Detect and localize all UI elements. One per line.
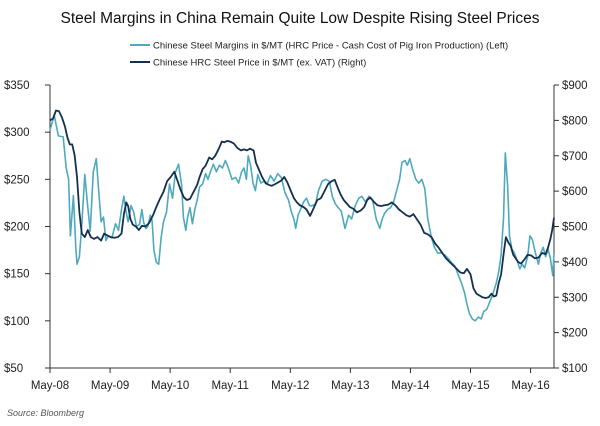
- x-tick-label: May-10: [151, 380, 189, 392]
- right-y-axis-ticks: $100 $200 $300 $400 $500 $600 $700 $800 $900: [554, 80, 588, 375]
- left-y-tick-label: $50: [4, 363, 23, 375]
- legend: Chinese Steel Margins in $/MT (HRC Price…: [130, 41, 508, 69]
- right-y-tick-label: $900: [562, 80, 588, 92]
- series-line-steel-margins: [49, 114, 555, 322]
- right-y-tick-label: $700: [562, 151, 588, 163]
- left-y-tick-label: $250: [4, 174, 30, 186]
- legend-label-margins: Chinese Steel Margins in $/MT (HRC Price…: [153, 41, 508, 52]
- left-y-tick-label: $200: [4, 222, 30, 234]
- plot-frame: [49, 85, 555, 369]
- left-y-tick-label: $100: [4, 316, 30, 328]
- x-tick-label: May-14: [391, 380, 430, 392]
- legend-label-hrc-price: Chinese HRC Steel Price in $/MT (ex. VAT…: [153, 58, 366, 69]
- left-y-tick-label: $350: [4, 80, 30, 92]
- right-y-tick-label: $600: [562, 186, 588, 198]
- chart-title: Steel Margins in China Remain Quite Low …: [61, 10, 540, 27]
- x-tick-label: May-12: [271, 380, 309, 392]
- right-y-tick-label: $300: [562, 292, 588, 304]
- x-tick-label: May-16: [511, 380, 549, 392]
- x-tick-label: May-08: [31, 380, 69, 392]
- x-axis-ticks: May-08 May-09 May-10 May-11 May-12 May-13 May-…: [31, 368, 550, 392]
- source-note: Source: Bloomberg: [7, 408, 84, 418]
- x-tick-label: May-15: [451, 380, 489, 392]
- left-y-axis-ticks: $50 $100 $150 $200 $250 $300 $350: [4, 80, 50, 375]
- x-tick-label: May-13: [331, 380, 369, 392]
- right-y-tick-label: $800: [562, 115, 588, 127]
- right-y-tick-label: $100: [562, 363, 588, 375]
- left-y-tick-label: $300: [4, 127, 30, 139]
- right-y-tick-label: $500: [562, 222, 588, 234]
- x-tick-label: May-11: [211, 380, 249, 392]
- right-y-tick-label: $200: [562, 328, 588, 340]
- x-tick-label: May-09: [91, 380, 129, 392]
- series-line-hrc-price: [49, 109, 555, 299]
- series-layer: [49, 109, 555, 322]
- left-y-tick-label: $150: [4, 269, 30, 281]
- right-y-tick-label: $400: [562, 257, 588, 269]
